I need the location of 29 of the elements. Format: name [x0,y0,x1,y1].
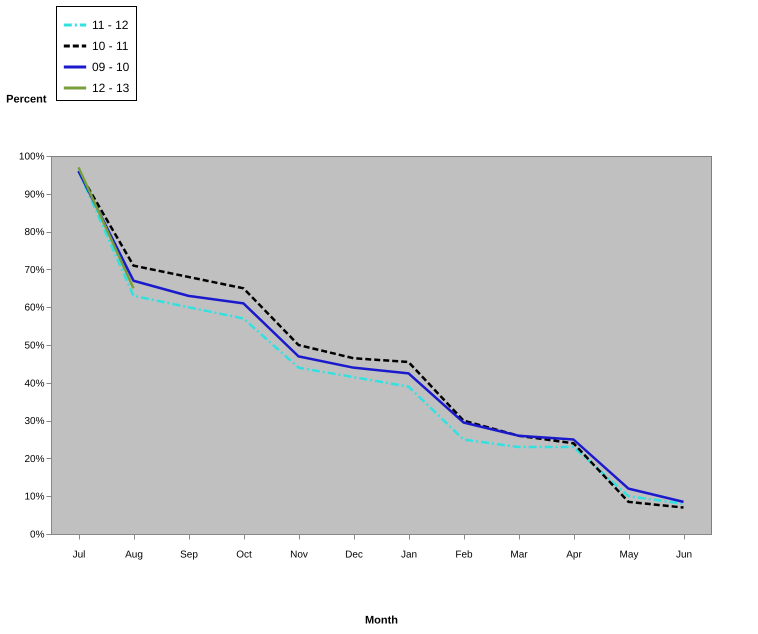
x-axis-title: Month [365,614,398,626]
x-tick-label: Dec [345,550,363,560]
y-tick-label: 50% [24,340,45,352]
x-tick-label: May [620,550,638,560]
x-tick-label: Jan [400,550,418,560]
y-tick-label: 30% [24,416,45,428]
x-tick-label: Jul [72,550,86,560]
x-tick-label: Mar [510,550,528,560]
x-tick-label: Nov [290,550,308,560]
x-tick-label: Aug [125,550,143,560]
y-tick-label: 40% [24,378,45,390]
x-tick-label: Jun [676,550,692,560]
y-tick-label: 20% [24,454,45,465]
x-tick-label: Oct [236,550,252,560]
y-tick-label: 100% [18,152,45,162]
legend-label: 11 - 12 [92,18,129,32]
y-tick-label: 60% [24,302,45,314]
legend-label: 12 - 13 [92,81,130,95]
legend-label: 09 - 10 [92,60,130,74]
y-tick-label: 10% [24,492,45,503]
y-tick-label: 90% [24,189,45,200]
y-axis-title: Percent [6,94,47,106]
x-tick-label: Sep [180,550,198,560]
y-tick-label: 80% [24,227,45,238]
x-tick-label: Apr [566,550,582,560]
legend-label: 10 - 11 [92,39,129,53]
y-tick-label: 0% [30,530,45,540]
y-tick-label: 70% [24,264,45,276]
x-tick-label: Feb [455,550,474,560]
